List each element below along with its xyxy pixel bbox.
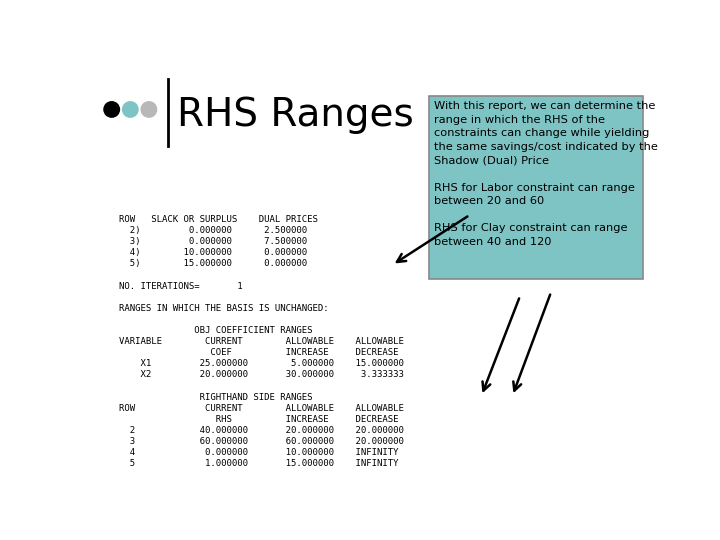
Circle shape <box>104 102 120 117</box>
FancyBboxPatch shape <box>429 96 642 279</box>
Text: With this report, we can determine the
range in which the RHS of the
constraints: With this report, we can determine the r… <box>434 101 658 247</box>
Circle shape <box>122 102 138 117</box>
Circle shape <box>141 102 157 117</box>
Text: ROW   SLACK OR SURPLUS    DUAL PRICES
  2)         0.000000      2.500000
  3)  : ROW SLACK OR SURPLUS DUAL PRICES 2) 0.00… <box>120 215 405 468</box>
Text: RHS Ranges: RHS Ranges <box>177 96 413 134</box>
